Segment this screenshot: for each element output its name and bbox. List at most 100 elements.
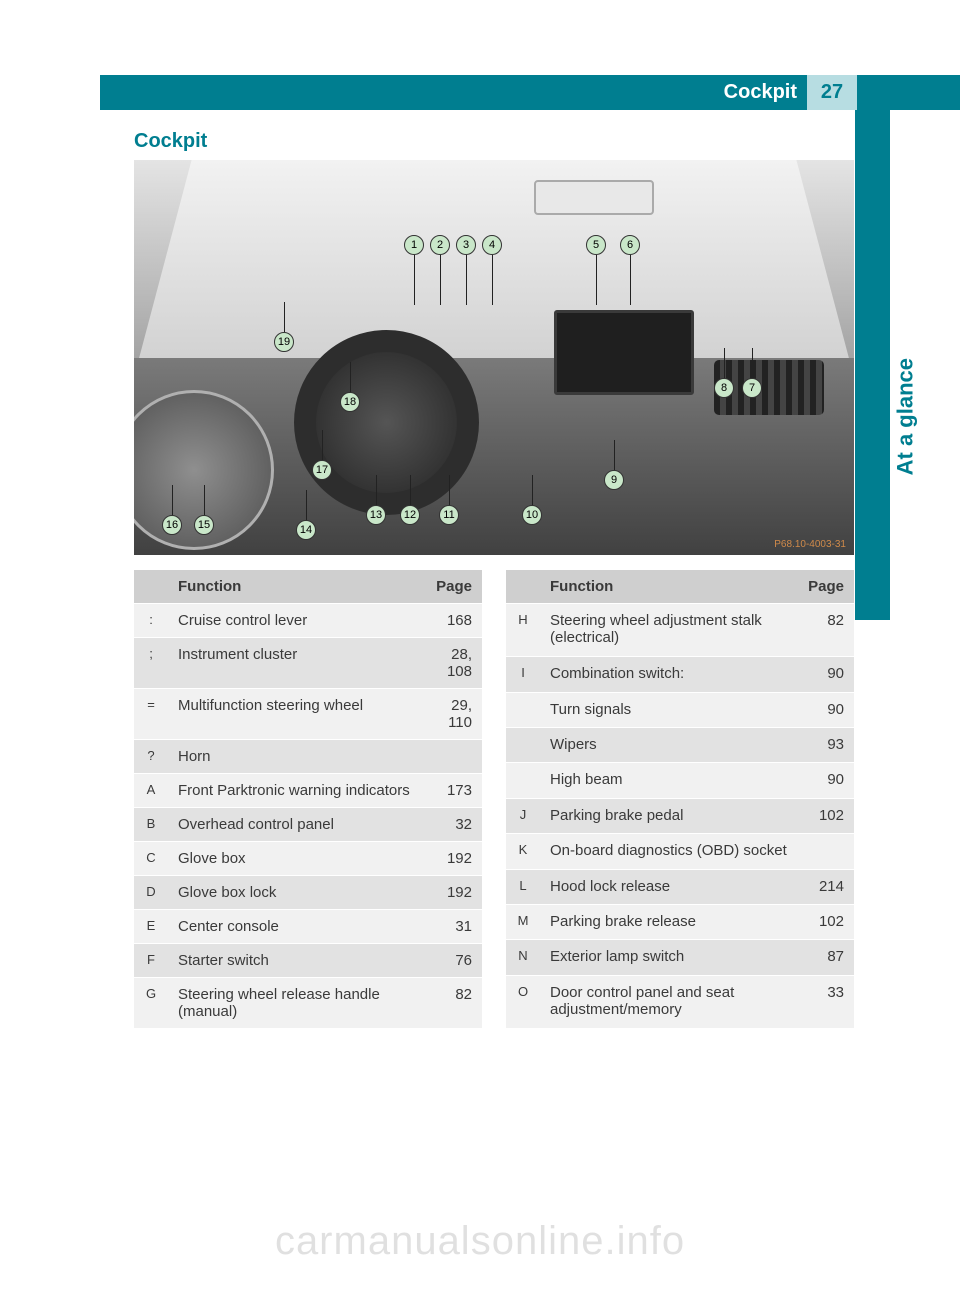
diagram-windshield	[134, 160, 854, 377]
row-page: 31	[426, 910, 482, 944]
side-tab-block	[855, 110, 890, 620]
row-function: Starter switch	[168, 944, 426, 978]
table-header-sym	[134, 570, 168, 604]
row-function: Cruise control lever	[168, 604, 426, 638]
row-symbol: =	[134, 689, 168, 740]
callout-leader-3	[466, 255, 467, 305]
row-function: Glove box lock	[168, 876, 426, 910]
table-row: MParking brake release102	[506, 904, 854, 939]
row-symbol: K	[506, 834, 540, 869]
callout-leader-12	[410, 475, 411, 505]
header-title: Cockpit	[724, 81, 797, 104]
header-page-number: 27	[807, 75, 857, 110]
row-page: 82	[426, 978, 482, 1029]
section-title: Cockpit	[134, 130, 207, 153]
table-row: FStarter switch76	[134, 944, 482, 978]
row-symbol	[506, 763, 540, 798]
row-function: Overhead control panel	[168, 808, 426, 842]
row-symbol: G	[134, 978, 168, 1029]
callout-11: 11	[439, 505, 459, 525]
row-page: 33	[798, 975, 854, 1028]
callout-5: 5	[586, 235, 606, 255]
row-page: 214	[798, 869, 854, 904]
callout-leader-15	[204, 485, 205, 515]
diagram-mirror	[534, 180, 654, 215]
row-symbol: M	[506, 904, 540, 939]
watermark: carmanualsonline.info	[0, 1219, 960, 1264]
row-function: Wipers	[540, 727, 798, 762]
table-header-row: Function Page	[134, 570, 482, 604]
callout-14: 14	[296, 520, 316, 540]
table-row: ODoor control panel and seat adjustment/…	[506, 975, 854, 1028]
callout-15: 15	[194, 515, 214, 535]
row-page	[426, 740, 482, 774]
table-row: LHood lock release214	[506, 869, 854, 904]
table-subrow: Wipers93	[506, 727, 854, 762]
table-header-function: Function	[168, 570, 426, 604]
row-function: Combination switch:	[540, 657, 798, 692]
table-header-row: Function Page	[506, 570, 854, 604]
row-function: Glove box	[168, 842, 426, 876]
row-page: 168	[426, 604, 482, 638]
row-function: Steering wheel adjustment stalk (electri…	[540, 604, 798, 657]
table-header-sym	[506, 570, 540, 604]
row-symbol: H	[506, 604, 540, 657]
row-page: 192	[426, 876, 482, 910]
callout-16: 16	[162, 515, 182, 535]
row-symbol: C	[134, 842, 168, 876]
table-row: HSteering wheel adjustment stalk (electr…	[506, 604, 854, 657]
table-row: ECenter console31	[134, 910, 482, 944]
row-symbol: D	[134, 876, 168, 910]
callout-leader-14	[306, 490, 307, 520]
row-page: 82	[798, 604, 854, 657]
row-page: 87	[798, 940, 854, 975]
row-symbol	[506, 727, 540, 762]
row-symbol: E	[134, 910, 168, 944]
callout-leader-6	[630, 255, 631, 305]
callout-9: 9	[604, 470, 624, 490]
diagram-screen	[554, 310, 694, 395]
table-row: BOverhead control panel32	[134, 808, 482, 842]
table-row: ICombination switch:90	[506, 657, 854, 692]
callout-leader-7	[752, 348, 753, 378]
table-row: KOn-board diagnostics (OBD) socket	[506, 834, 854, 869]
callout-17: 17	[312, 460, 332, 480]
row-symbol	[506, 692, 540, 727]
row-page: 90	[798, 657, 854, 692]
row-function: Parking brake pedal	[540, 798, 798, 833]
table-row: GSteering wheel release handle (manual)8…	[134, 978, 482, 1029]
callout-leader-16	[172, 485, 173, 515]
row-page: 102	[798, 798, 854, 833]
callout-7: 7	[742, 378, 762, 398]
row-page: 32	[426, 808, 482, 842]
callout-6: 6	[620, 235, 640, 255]
row-function: Multifunction steering wheel	[168, 689, 426, 740]
callout-leader-18	[350, 362, 351, 392]
row-page: 29, 110	[426, 689, 482, 740]
row-function: Steering wheel release handle (manual)	[168, 978, 426, 1029]
row-page: 173	[426, 774, 482, 808]
callout-leader-2	[440, 255, 441, 305]
row-page: 102	[798, 904, 854, 939]
row-page: 192	[426, 842, 482, 876]
table-header-page: Page	[426, 570, 482, 604]
table-row: ;Instrument cluster28, 108	[134, 638, 482, 689]
row-symbol: O	[506, 975, 540, 1028]
callout-18: 18	[340, 392, 360, 412]
row-function: On-board diagnostics (OBD) socket	[540, 834, 798, 869]
row-symbol: A	[134, 774, 168, 808]
row-page: 76	[426, 944, 482, 978]
row-symbol: L	[506, 869, 540, 904]
header-bar: Cockpit 27	[100, 75, 960, 110]
row-function: Exterior lamp switch	[540, 940, 798, 975]
callout-leader-4	[492, 255, 493, 305]
row-function: Hood lock release	[540, 869, 798, 904]
row-symbol: F	[134, 944, 168, 978]
callout-leader-17	[322, 430, 323, 460]
callout-leader-9	[614, 440, 615, 470]
table-row: NExterior lamp switch87	[506, 940, 854, 975]
function-table-right: Function Page HSteering wheel adjustment…	[506, 570, 854, 1029]
row-page: 90	[798, 763, 854, 798]
callout-19: 19	[274, 332, 294, 352]
row-symbol: B	[134, 808, 168, 842]
